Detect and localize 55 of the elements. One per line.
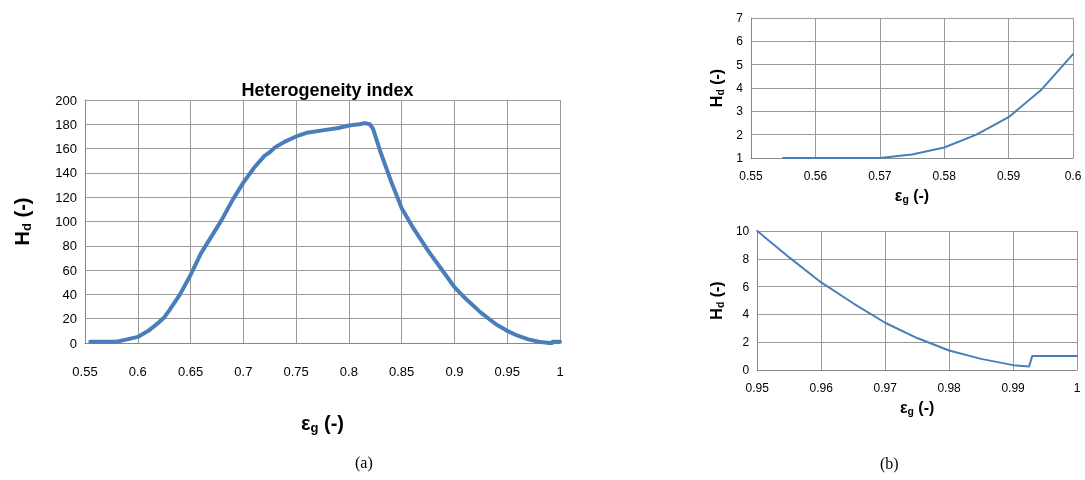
x-tick-label: 0.99 bbox=[1001, 381, 1026, 395]
x-tick-label: 0.7 bbox=[234, 364, 253, 379]
x-tick-label: 0.98 bbox=[937, 381, 962, 395]
x-tick-label: 0.9 bbox=[445, 364, 464, 379]
y-tick-label: 100 bbox=[55, 214, 77, 229]
y-tick-label: 120 bbox=[55, 189, 77, 205]
y-axis-title: Hd (-) bbox=[10, 197, 34, 246]
y-tick-label: 20 bbox=[62, 311, 77, 327]
text: (b) bbox=[880, 454, 899, 473]
y-tick-label: 180 bbox=[55, 116, 77, 132]
x-tick-label: 1 bbox=[556, 364, 564, 379]
x-tick-label: 0.95 bbox=[494, 364, 520, 379]
y-axis-title: Hd (-) bbox=[707, 281, 726, 320]
x-tick-label: 0.65 bbox=[177, 364, 204, 379]
x-tick-label: 0.95 bbox=[745, 381, 770, 395]
y-tick-label: 4 bbox=[742, 307, 750, 322]
y-tick-label: 160 bbox=[55, 141, 77, 157]
x-tick-label: 0.8 bbox=[339, 364, 358, 379]
y-tick-label: 1 bbox=[736, 151, 744, 165]
x-tick-label: 0.59 bbox=[996, 169, 1021, 183]
line-series bbox=[782, 53, 1074, 159]
x-tick-label: 0.55 bbox=[739, 169, 763, 183]
y-tick-label: 80 bbox=[62, 238, 77, 254]
y-tick-label: 2 bbox=[742, 335, 750, 350]
y-tick-label: 5 bbox=[736, 57, 744, 72]
x-tick-label: 0.55 bbox=[72, 364, 98, 379]
x-tick-label: 0.97 bbox=[873, 381, 898, 395]
y-tick-label: 0 bbox=[69, 335, 77, 351]
y-tick-label: 3 bbox=[736, 104, 744, 119]
x-tick-label: 1 bbox=[1073, 381, 1081, 395]
y-tick-label: 10 bbox=[735, 224, 750, 238]
y-axis-title: Hd (-) bbox=[707, 68, 726, 108]
y-tick-label: 200 bbox=[55, 92, 77, 108]
x-tick-label: 0.96 bbox=[809, 381, 834, 395]
y-tick-label: 2 bbox=[736, 127, 744, 142]
x-tick-label: 0.58 bbox=[932, 169, 957, 183]
text: (a) bbox=[355, 453, 373, 472]
x-tick-label: 0.56 bbox=[803, 169, 828, 183]
y-tick-label: 8 bbox=[742, 251, 750, 266]
y-tick-label: 4 bbox=[736, 81, 744, 95]
y-tick-label: 6 bbox=[736, 34, 744, 49]
y-tick-label: 40 bbox=[62, 286, 77, 302]
x-tick-label: 0.57 bbox=[868, 169, 892, 183]
y-tick-label: 140 bbox=[55, 165, 77, 181]
y-tick-label: 7 bbox=[736, 11, 744, 25]
y-tick-label: 60 bbox=[62, 262, 77, 278]
chart-title: Heterogeneity index bbox=[241, 80, 414, 100]
x-tick-label: 0.6 bbox=[1064, 169, 1082, 183]
x-tick-label: 0.75 bbox=[283, 364, 309, 379]
x-tick-label: 0.85 bbox=[389, 364, 415, 379]
line-series bbox=[756, 230, 1078, 368]
y-tick-label: 6 bbox=[742, 279, 750, 294]
line-series bbox=[88, 121, 562, 345]
y-tick-label: 0 bbox=[742, 363, 750, 377]
x-tick-label: 0.6 bbox=[128, 364, 147, 379]
